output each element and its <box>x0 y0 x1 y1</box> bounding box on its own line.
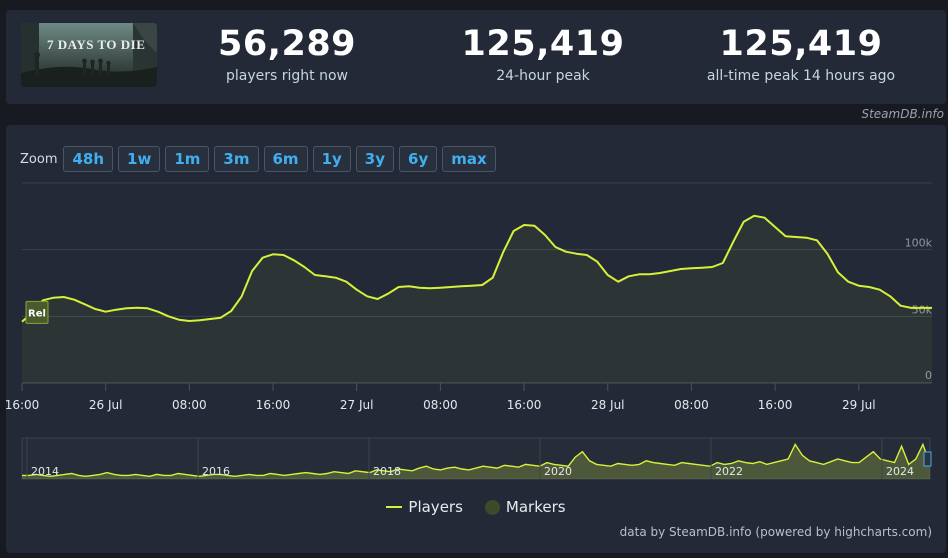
zoom-label: Zoom <box>20 151 58 167</box>
chart-panel: Zoom 48h 1w 1m 3m 6m 1y 3y 6y max 0 50k 10… <box>6 125 946 553</box>
stat-value: 125,419 <box>461 24 625 64</box>
x-tick-label: 08:00 <box>423 398 458 412</box>
zoom-button-6m[interactable]: 6m <box>263 146 308 172</box>
zoom-button-6y[interactable]: 6y <box>399 146 438 172</box>
stat-value: 56,289 <box>217 24 357 64</box>
stat-players-now: 56,289 players right now <box>172 24 402 85</box>
navigator-year-label: 2018 <box>373 465 401 478</box>
x-tick-label: 26 Jul <box>89 398 123 412</box>
legend-label-players: Players <box>408 498 463 516</box>
legend-label-markers: Markers <box>505 498 566 516</box>
highcharts-credit[interactable]: data by SteamDB.info (powered by highcha… <box>619 525 932 539</box>
navigator-year-label: 2024 <box>886 465 914 478</box>
game-logo-text: 7 DAYS TO DIE <box>47 37 145 52</box>
legend-item-markers[interactable]: Markers <box>484 498 566 516</box>
navigator-line <box>22 442 931 478</box>
stat-24h-peak: 125,419 24-hour peak <box>428 24 658 85</box>
y-tick-label: 100k <box>905 237 933 250</box>
x-tick-label: 16:00 <box>758 398 793 412</box>
stat-value: 125,419 <box>719 24 883 64</box>
zoom-button-48h[interactable]: 48h <box>63 146 114 172</box>
zoom-button-1y[interactable]: 1y <box>312 146 351 172</box>
navigator-year-label: 2014 <box>31 465 59 478</box>
navigator-area <box>22 444 930 479</box>
x-tick-label: 16:00 <box>507 398 542 412</box>
legend-dot-icon <box>484 499 500 515</box>
navigator-year-label: 2022 <box>715 465 743 478</box>
game-thumbnail[interactable]: 7 DAYS TO DIE <box>21 23 157 87</box>
players-area <box>22 215 932 383</box>
zoom-button-3y[interactable]: 3y <box>355 146 395 172</box>
y-tick-label: 0 <box>925 369 932 382</box>
navigator-frame[interactable] <box>21 437 931 480</box>
stat-all-time-peak: 125,419 all-time peak 14 hours ago <box>686 24 916 85</box>
x-tick-label: 16:00 <box>6 398 39 412</box>
players-line[interactable] <box>21 214 932 323</box>
legend-line-icon <box>386 506 403 508</box>
stats-panel: 7 DAYS TO DIE 56,289 players right now 1… <box>6 10 946 104</box>
x-tick-label: 28 Jul <box>591 398 625 412</box>
y-tick-label: 50k <box>912 303 933 316</box>
release-marker[interactable] <box>25 300 49 324</box>
stat-label: 24-hour peak <box>496 68 590 84</box>
navigator-year-label: 2016 <box>202 465 230 478</box>
chart-legend: Players Markers <box>6 498 946 516</box>
x-tick-label: 29 Jul <box>842 398 876 412</box>
stat-label: all-time peak 14 hours ago <box>706 68 896 84</box>
x-tick-label: 27 Jul <box>340 398 374 412</box>
stat-label: players right now <box>226 68 348 84</box>
navigator-handle[interactable] <box>923 451 932 467</box>
x-tick-label: 08:00 <box>674 398 709 412</box>
navigator-year-label: 2020 <box>544 465 572 478</box>
legend-item-players[interactable]: Players <box>386 498 463 516</box>
x-tick-label: 08:00 <box>172 398 207 412</box>
zoom-button-max[interactable]: max <box>442 146 496 172</box>
zoom-bar: Zoom 48h 1w 1m 3m 6m 1y 3y 6y max <box>20 145 496 173</box>
game-thumbnail-art: 7 DAYS TO DIE <box>21 23 157 87</box>
release-marker-label: Rel <box>28 308 46 319</box>
x-tick-label: 16:00 <box>256 398 291 412</box>
zoom-button-1m[interactable]: 1m <box>165 146 210 172</box>
zoom-button-1w[interactable]: 1w <box>118 146 161 172</box>
steamdb-credit[interactable]: SteamDB.info <box>861 107 944 121</box>
zoom-button-3m[interactable]: 3m <box>214 146 259 172</box>
players-chart[interactable]: 0 50k 100k 16:00 26 Jul 08:00 16:00 27 Jul 08:00… <box>6 125 946 553</box>
